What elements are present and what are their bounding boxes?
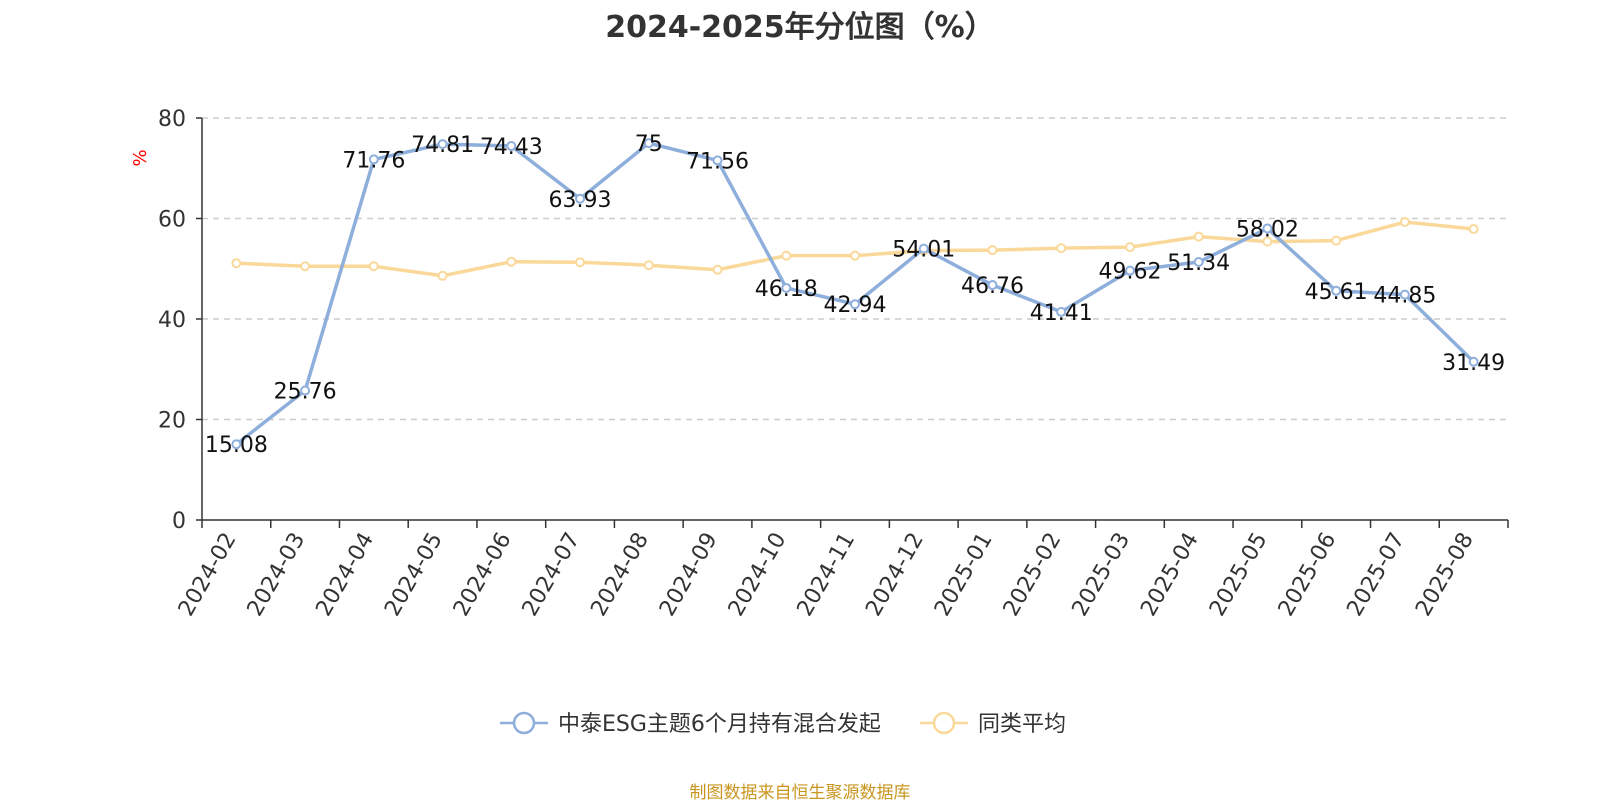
x-tick-label: 2025-05: [1205, 529, 1273, 621]
data-point-fund: [575, 193, 586, 204]
data-point-average: [1262, 236, 1273, 247]
x-tick-label: 2025-02: [999, 529, 1067, 621]
data-point-average: [1331, 235, 1342, 246]
data-point-average: [1124, 242, 1135, 253]
data-label: 63.93: [549, 188, 612, 213]
data-point-fund: [437, 139, 448, 150]
data-point-average: [850, 250, 860, 261]
x-tick-label: 2024-03: [243, 529, 311, 621]
data-label: 58.02: [1236, 217, 1299, 242]
data-label: 75: [635, 132, 663, 157]
y-tick-label: 40: [158, 308, 186, 333]
legend-label: 同类平均: [978, 712, 1066, 737]
source-note: 制图数据来自恒生聚源数据库: [689, 783, 911, 803]
x-tick-label: 2024-08: [586, 529, 654, 621]
data-point-fund: [1124, 265, 1135, 276]
data-point-fund: [850, 299, 860, 310]
data-point-average: [1399, 217, 1410, 228]
data-point-average: [1468, 224, 1479, 235]
data-point-average: [987, 245, 998, 256]
y-tick-label: 80: [158, 107, 186, 132]
data-label: 71.76: [342, 148, 405, 173]
data-label: 41.41: [1030, 301, 1093, 326]
x-tick-label: 2024-02: [174, 529, 242, 621]
data-label: 45.61: [1305, 280, 1368, 305]
data-point-fund: [1468, 356, 1479, 367]
data-point-average: [231, 258, 242, 269]
data-point-average: [781, 250, 792, 261]
legend-label: 中泰ESG主题6个月持有混合发起: [558, 712, 881, 737]
data-label: 46.18: [755, 277, 818, 302]
x-tick-label: 2024-09: [655, 529, 723, 621]
data-point-average: [368, 261, 379, 272]
x-tick-label: 2024-06: [449, 529, 517, 621]
x-tick-label: 2025-06: [1274, 529, 1342, 621]
data-point-average: [1056, 243, 1067, 254]
data-label: 71.56: [686, 149, 749, 174]
data-label: 74.43: [480, 135, 543, 160]
data-point-fund: [987, 280, 998, 291]
data-label: 15.08: [205, 433, 268, 458]
y-tick-label: 20: [158, 409, 186, 434]
data-label: 46.76: [961, 274, 1024, 299]
data-point-average: [712, 264, 723, 275]
data-point-average: [506, 256, 517, 267]
data-label: 74.81: [411, 133, 474, 158]
data-point-fund: [231, 439, 242, 450]
x-tick-label: 2024-05: [380, 529, 448, 621]
data-point-average: [575, 257, 586, 268]
x-tick-label: 2024-12: [861, 529, 929, 621]
data-point-fund: [368, 154, 379, 165]
x-tick-label: 2025-04: [1136, 529, 1204, 621]
x-tick-label: 2025-08: [1411, 529, 1479, 621]
x-tick-label: 2025-03: [1068, 529, 1136, 621]
data-label: 51.34: [1167, 251, 1230, 276]
legend-marker: [512, 711, 536, 735]
y-tick-label: 60: [158, 208, 186, 233]
data-point-fund: [1193, 257, 1204, 268]
data-point-fund: [506, 140, 517, 151]
data-point-average: [1193, 231, 1204, 242]
data-label: 44.85: [1373, 284, 1436, 309]
data-point-fund: [712, 155, 723, 166]
x-tick-label: 2025-07: [1342, 529, 1410, 621]
data-label: 42.94: [824, 293, 887, 318]
chart-title: 2024-2025年分位图（%）: [605, 10, 995, 45]
data-label: 54.01: [892, 238, 955, 263]
data-point-average: [643, 260, 654, 271]
data-point-average: [437, 270, 448, 281]
data-point-fund: [781, 282, 792, 293]
x-tick-label: 2024-04: [311, 529, 379, 621]
x-tick-label: 2024-11: [793, 529, 861, 621]
data-label: 25.76: [274, 380, 337, 405]
data-point-fund: [1262, 223, 1273, 234]
data-point-fund: [643, 138, 654, 149]
data-label: 31.49: [1442, 351, 1505, 376]
x-tick-label: 2025-01: [930, 528, 998, 620]
data-point-fund: [1331, 285, 1342, 296]
data-point-average: [300, 261, 311, 272]
data-point-fund: [918, 243, 929, 254]
x-tick-label: 2024-10: [724, 529, 792, 621]
data-point-fund: [1056, 306, 1067, 317]
data-point-fund: [300, 385, 311, 396]
data-point-fund: [1399, 289, 1410, 300]
y-axis-label: %: [130, 149, 151, 166]
data-label: 49.62: [1098, 260, 1161, 285]
y-tick-label: 0: [172, 509, 186, 534]
legend-marker: [932, 711, 956, 735]
x-tick-label: 2024-07: [518, 529, 586, 621]
